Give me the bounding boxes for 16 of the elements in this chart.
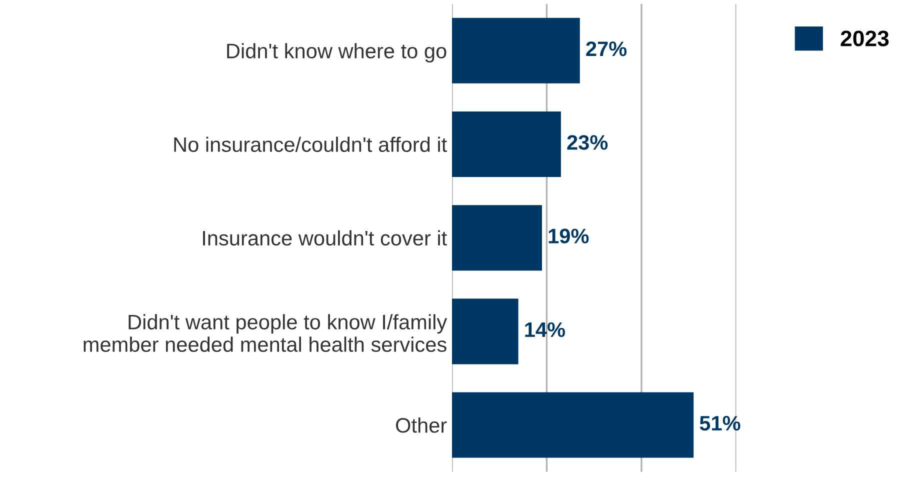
y-tick-label: Insurance wouldn't cover it [203, 230, 447, 246]
data-label: 51% [700, 416, 740, 431]
y-tick-label: Other [396, 417, 447, 433]
legend-label: 2023 [840, 30, 889, 46]
y-tick-label: Didn't know where to go [227, 43, 446, 63]
bar [452, 111, 561, 177]
y-tick-label: No insurance/couldn't afford it [174, 136, 447, 152]
bar [452, 298, 518, 364]
data-label: 14% [525, 322, 566, 337]
data-label: 27% [586, 41, 627, 56]
y-tick-label: Didn't want people to know I/family member needed mental health services [84, 314, 448, 352]
bar [452, 392, 694, 458]
bar [452, 205, 542, 271]
bar [452, 18, 580, 84]
data-label: 23% [567, 135, 608, 150]
data-label: 19% [548, 228, 589, 244]
